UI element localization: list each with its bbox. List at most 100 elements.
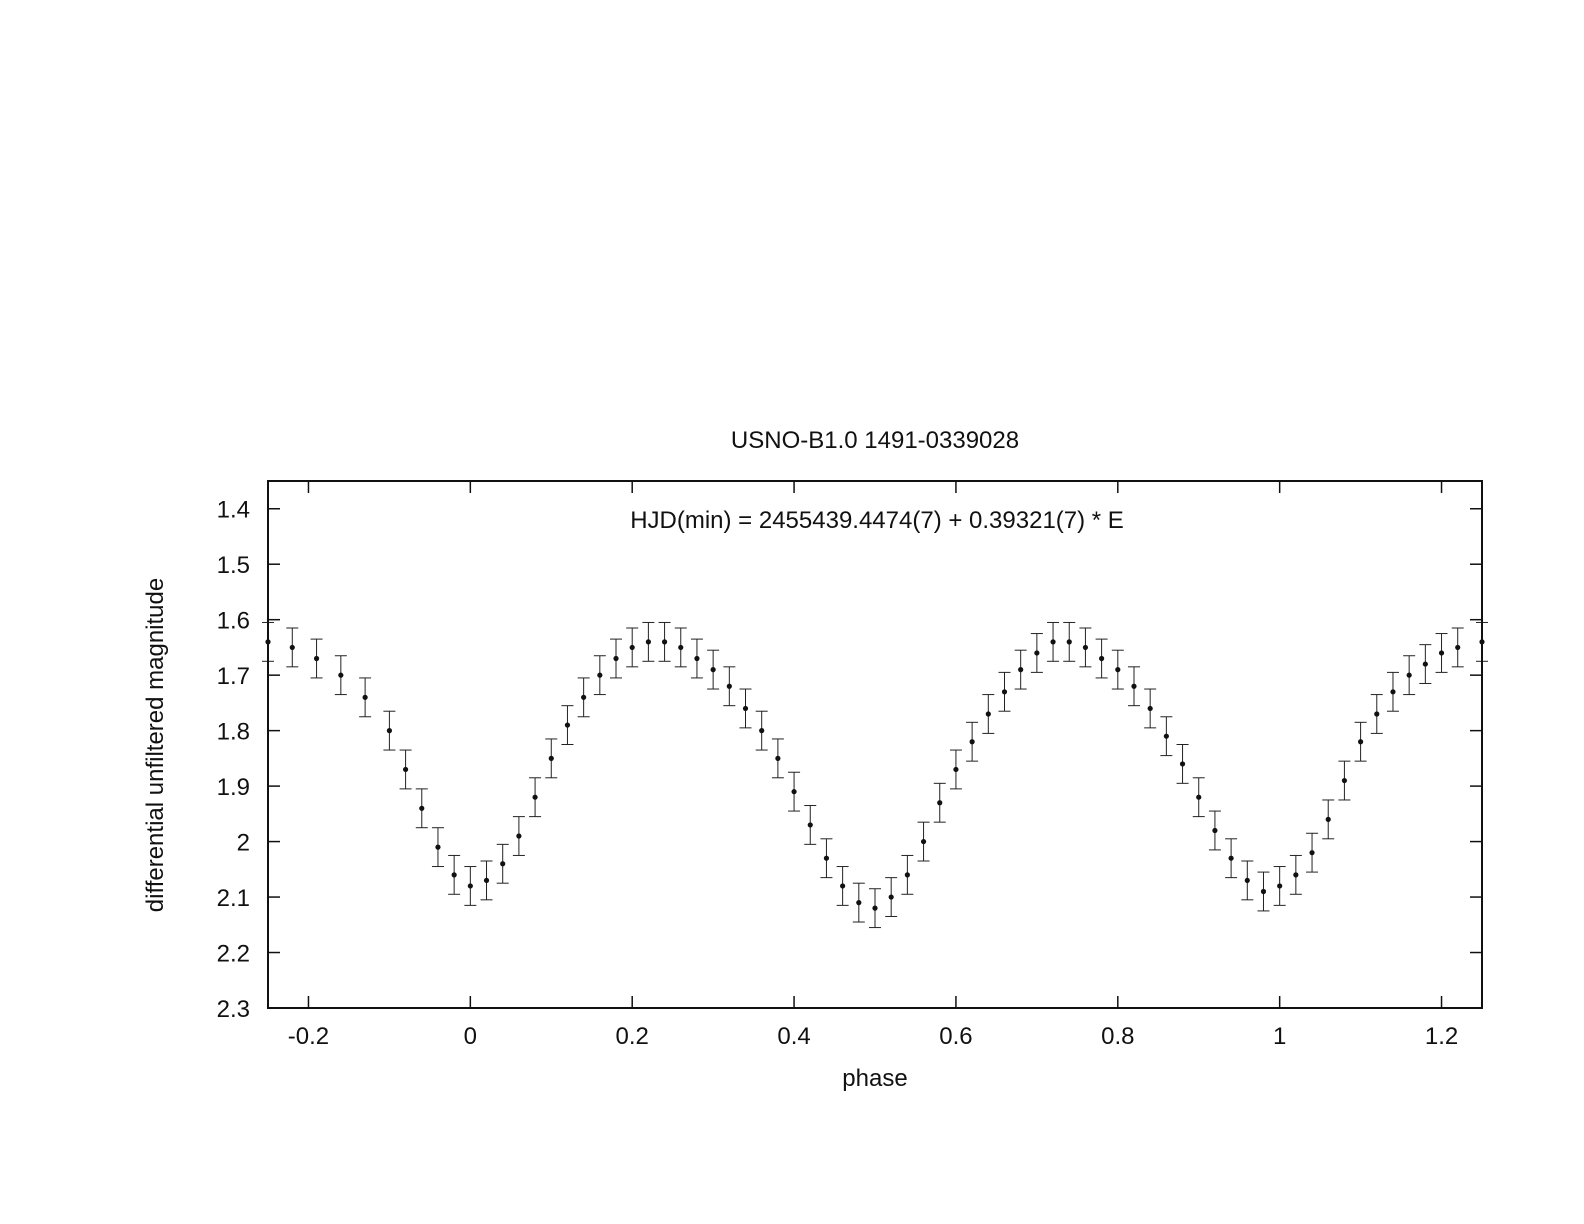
data-point — [548, 755, 554, 761]
data-point — [969, 739, 975, 745]
data-point — [710, 667, 716, 673]
data-point — [483, 877, 490, 884]
data-point — [1228, 855, 1234, 861]
data-point — [581, 694, 587, 700]
data-point — [742, 705, 749, 712]
data-point — [1422, 661, 1428, 667]
data-point — [467, 883, 473, 889]
y-tick-label: 2 — [237, 830, 250, 857]
data-point — [1131, 683, 1137, 689]
data-point — [694, 655, 700, 662]
data-point — [629, 644, 635, 651]
data-point — [1147, 705, 1153, 712]
data-point — [500, 861, 506, 867]
data-point — [1163, 733, 1169, 739]
data-point — [953, 766, 959, 773]
data-point — [313, 655, 320, 662]
y-tick-label: 1.5 — [217, 552, 250, 579]
x-tick-label: 0 — [464, 1023, 477, 1050]
data-point — [985, 711, 991, 717]
data-point — [289, 644, 295, 651]
data-point — [451, 872, 457, 878]
data-point — [1001, 689, 1008, 695]
data-point — [613, 655, 619, 662]
data-point — [338, 672, 344, 678]
y-tick-label: 1.8 — [217, 719, 250, 746]
y-tick-label: 1.6 — [217, 608, 250, 635]
x-tick-label: 1 — [1273, 1023, 1286, 1050]
data-point — [1374, 711, 1380, 717]
chart-title: USNO-B1.0 1491-0339028 — [731, 427, 1019, 454]
data-point — [823, 855, 830, 861]
x-tick-label: -0.2 — [288, 1023, 329, 1050]
y-tick-label: 2.1 — [217, 885, 250, 912]
y-tick-label: 2.2 — [217, 941, 250, 968]
data-point — [920, 838, 927, 845]
x-axis-label: phase — [842, 1065, 907, 1092]
x-tick-labels: -0.2 0 0.2 0.4 0.6 0.8 1 1.2 — [288, 1023, 1458, 1050]
data-point — [856, 900, 862, 906]
x-tick-label: 1.2 — [1425, 1023, 1458, 1050]
data-points — [265, 639, 1485, 911]
y-tick-label: 1.9 — [217, 774, 250, 801]
data-point — [1325, 816, 1331, 822]
data-point — [1066, 639, 1072, 645]
data-point — [1406, 672, 1412, 678]
y-tick-label: 1.7 — [217, 663, 250, 690]
y-tick-label: 1.4 — [217, 497, 250, 524]
data-point — [904, 872, 910, 878]
data-point — [435, 844, 441, 850]
data-point — [872, 905, 878, 911]
data-point — [597, 672, 603, 678]
data-point — [1455, 644, 1461, 651]
data-point — [532, 794, 538, 800]
y-tick-label: 2.3 — [217, 996, 250, 1023]
data-point — [516, 833, 522, 839]
data-point — [1212, 827, 1218, 834]
data-point — [402, 766, 409, 773]
data-point — [1244, 877, 1250, 884]
axis-ticks — [268, 481, 1482, 1009]
data-point — [937, 800, 943, 806]
data-point — [1309, 850, 1315, 856]
data-point — [807, 822, 813, 828]
data-point — [791, 789, 797, 795]
data-point — [661, 639, 668, 645]
data-point — [1034, 650, 1040, 656]
data-point — [1179, 761, 1186, 767]
x-tick-label: 0.4 — [777, 1023, 810, 1050]
data-point — [1082, 644, 1089, 651]
data-point — [386, 728, 392, 734]
plot-frame — [267, 480, 1483, 1009]
data-point — [564, 722, 571, 728]
data-point — [1438, 650, 1445, 656]
data-point — [1050, 639, 1056, 645]
data-point — [419, 805, 425, 811]
data-point — [1099, 655, 1105, 662]
data-point — [1196, 794, 1202, 800]
data-point — [775, 755, 781, 761]
data-point — [1260, 888, 1267, 895]
x-tick-label: 0.6 — [939, 1023, 972, 1050]
data-point — [678, 644, 684, 651]
data-point — [362, 694, 368, 700]
data-point — [1277, 883, 1283, 889]
x-tick-label: 0.2 — [616, 1023, 649, 1050]
ephemeris-annotation: HJD(min) = 2455439.4474(7) + 0.39321(7) … — [630, 507, 1124, 534]
data-point — [1018, 667, 1024, 673]
data-point — [1293, 872, 1299, 878]
error-bars — [262, 621, 1488, 929]
data-point — [1390, 689, 1396, 695]
data-point — [840, 883, 846, 889]
y-axis-label: differential unfiltered magnitude — [142, 578, 169, 912]
data-point — [726, 683, 732, 689]
data-point — [1358, 739, 1364, 745]
data-point — [645, 639, 651, 645]
y-tick-labels: 1.4 1.5 1.6 1.7 1.8 1.9 2 2.1 2.2 2.3 — [217, 497, 250, 1023]
data-point — [1115, 667, 1121, 673]
data-point — [1341, 777, 1348, 784]
x-tick-label: 0.8 — [1101, 1023, 1134, 1050]
data-point — [759, 728, 765, 734]
data-point — [888, 894, 894, 900]
